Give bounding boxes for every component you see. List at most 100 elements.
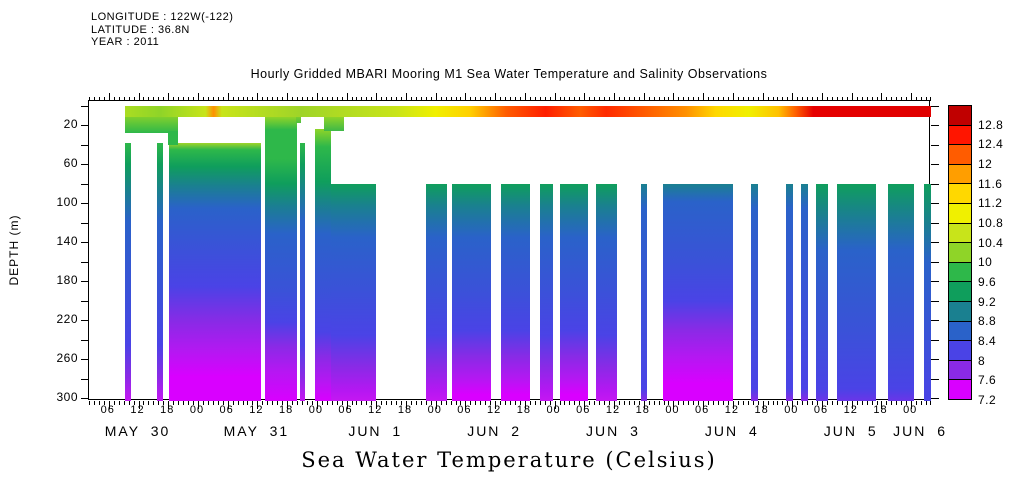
- x-axis-tick: [306, 97, 308, 101]
- x-axis-tick: [772, 401, 774, 405]
- x-axis-tick: [614, 401, 615, 409]
- y-depth-label: 140: [56, 234, 78, 249]
- x-axis-tick: [747, 401, 749, 405]
- x-axis-tick: [876, 401, 878, 405]
- surface-temperature-strip: [125, 106, 931, 117]
- x-axis-tick: [643, 93, 645, 101]
- x-axis-tick: [490, 97, 492, 101]
- x-axis-tick: [425, 97, 427, 101]
- data-column: [540, 183, 554, 401]
- x-axis-tick: [321, 97, 323, 101]
- x-axis-tick: [183, 97, 185, 101]
- data-column: [816, 183, 828, 401]
- x-axis-tick: [282, 97, 284, 101]
- x-axis-tick: [683, 97, 685, 101]
- x-axis-tick: [614, 93, 615, 101]
- data-column: [640, 183, 648, 401]
- x-axis-tick: [202, 97, 204, 101]
- x-axis-tick: [663, 401, 665, 405]
- x-axis-tick: [222, 401, 224, 405]
- x-axis-tick: [178, 97, 180, 101]
- x-axis-tick: [371, 401, 373, 405]
- colorbar-value-label: 8.4: [978, 334, 997, 348]
- x-axis-tick: [589, 97, 591, 101]
- y-axis-tick: [931, 339, 939, 341]
- y-axis-tick: [81, 261, 89, 263]
- x-axis-tick: [822, 93, 824, 101]
- x-axis-tick: [495, 401, 497, 409]
- x-axis-tick: [623, 97, 625, 101]
- x-axis-tick: [658, 97, 660, 101]
- colorbar-value-label: 9.2: [978, 294, 997, 309]
- x-axis-tick: [688, 401, 690, 405]
- plot-area: [81, 93, 939, 409]
- x-axis-tick: [861, 97, 863, 101]
- x-axis-tick: [911, 401, 913, 409]
- x-axis-tick: [752, 401, 754, 405]
- x-axis-tick: [896, 97, 898, 101]
- x-hour-label: 06: [813, 404, 829, 416]
- y-axis-tick: [931, 281, 939, 283]
- x-axis-tick: [272, 401, 274, 405]
- colorbar: [948, 105, 972, 400]
- x-axis-tick: [138, 401, 140, 409]
- x-axis-tick: [722, 97, 724, 101]
- x-axis-tick: [826, 97, 828, 101]
- x-axis-tick: [524, 401, 526, 409]
- y-axis-tick: [931, 320, 939, 322]
- y-axis-tick: [81, 183, 89, 185]
- x-axis-tick: [381, 97, 383, 101]
- x-axis-tick: [886, 401, 888, 405]
- x-axis-tick: [727, 401, 729, 405]
- x-axis-tick: [376, 401, 378, 409]
- colorbar-cell: [949, 164, 971, 185]
- x-hour-label: 12: [605, 404, 621, 416]
- x-axis-tick: [242, 97, 244, 101]
- x-hour-label: 00: [189, 404, 205, 416]
- x-axis-tick: [906, 401, 908, 405]
- x-axis-tick: [217, 401, 219, 405]
- x-date-label: JUN 2: [467, 423, 522, 439]
- x-axis-tick: [802, 97, 804, 101]
- x-date-label: MAY 31: [223, 423, 290, 439]
- y-axis-tick: [81, 398, 89, 400]
- x-axis-tick: [772, 97, 774, 101]
- x-axis-tick: [267, 401, 269, 405]
- x-axis-tick: [574, 97, 576, 101]
- x-axis-tick: [133, 97, 135, 101]
- x-axis-tick: [316, 93, 318, 101]
- x-axis-tick: [643, 401, 645, 409]
- x-axis-tick: [381, 401, 383, 405]
- x-axis-tick: [698, 97, 700, 101]
- colorbar-cell: [949, 184, 971, 204]
- longitude-text: LONGITUDE : 122W(-122): [91, 11, 234, 23]
- x-axis-tick: [386, 401, 388, 405]
- x-axis-tick: [242, 401, 244, 405]
- x-axis-tick: [633, 401, 635, 405]
- x-axis-tick: [831, 401, 833, 405]
- data-column: [924, 183, 931, 401]
- x-axis-tick: [906, 97, 908, 101]
- x-axis-tick: [277, 401, 279, 405]
- x-hour-label: 18: [160, 404, 175, 416]
- colorbar-value-label: 10.8: [978, 216, 1004, 230]
- x-date-label: JUN 1: [348, 423, 403, 439]
- x-axis-tick: [921, 401, 923, 405]
- x-axis-tick: [708, 97, 710, 101]
- x-axis-tick: [916, 401, 918, 405]
- x-axis-tick: [584, 401, 586, 409]
- x-axis-tick: [178, 401, 180, 405]
- x-axis-tick: [762, 93, 764, 101]
- x-axis-tick: [455, 97, 457, 101]
- x-axis-tick: [445, 97, 447, 101]
- x-axis-tick: [866, 401, 868, 405]
- x-axis-tick: [534, 401, 536, 405]
- x-axis-tick: [237, 97, 239, 101]
- y-axis-tick: [81, 144, 89, 146]
- x-hour-label: 06: [219, 404, 234, 416]
- x-axis-tick: [618, 401, 620, 405]
- x-axis-tick: [807, 97, 809, 101]
- x-axis-tick: [822, 401, 824, 409]
- colorbar-value-label: 10.4: [978, 235, 1004, 250]
- y-axis-tick: [81, 359, 89, 361]
